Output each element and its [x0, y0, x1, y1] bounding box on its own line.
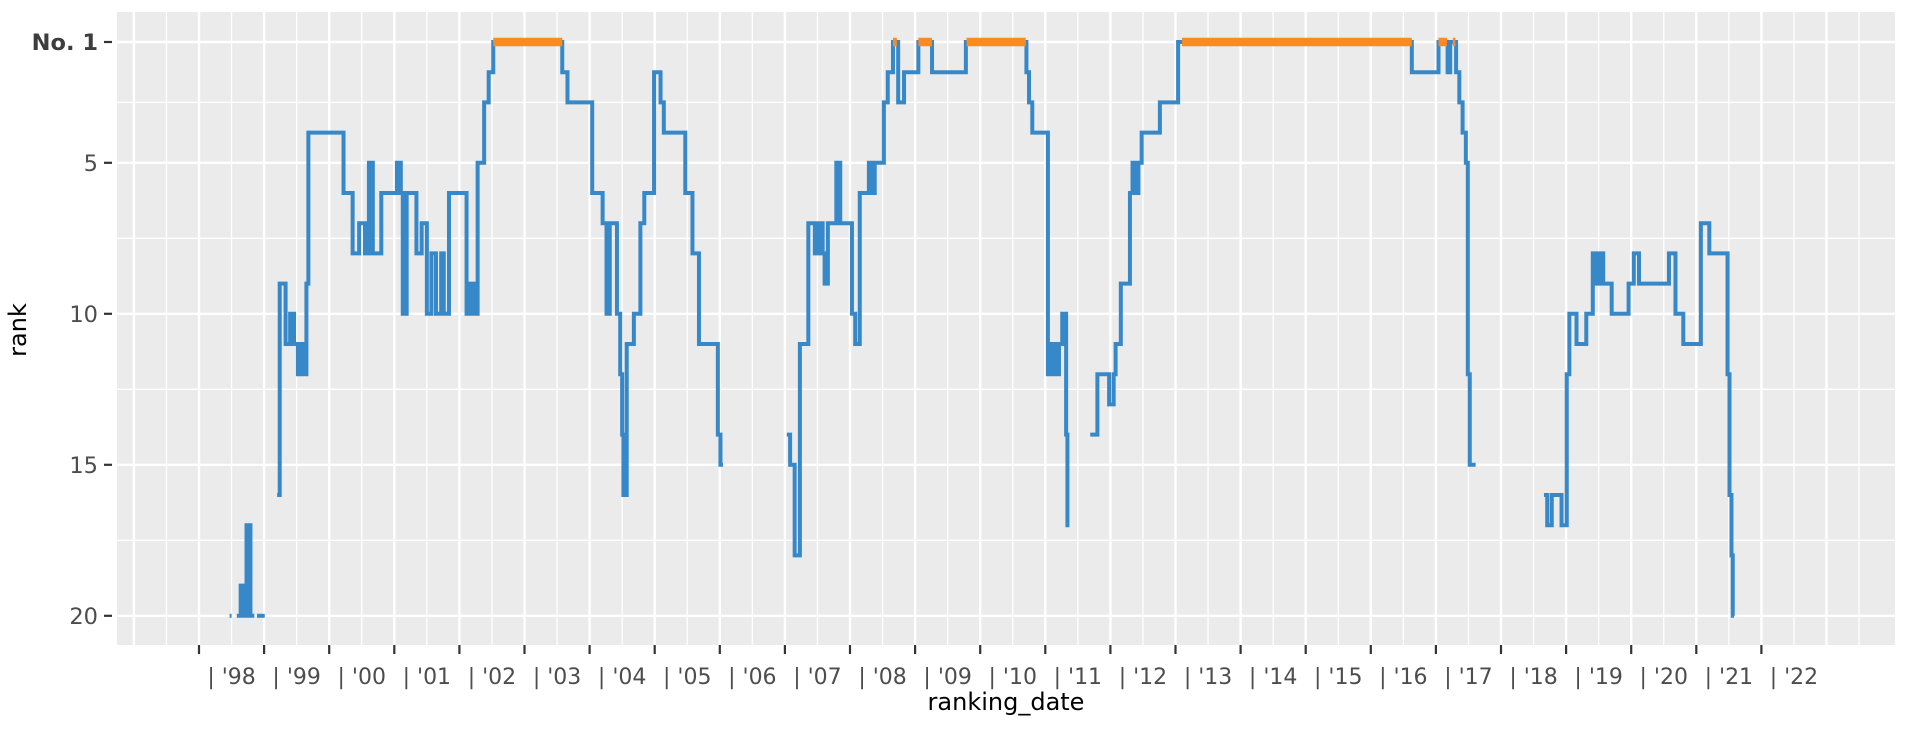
- x-tick-label: | '13: [1184, 665, 1232, 690]
- x-tick-label: | '11: [1054, 665, 1102, 690]
- x-tick-label: | '14: [1249, 665, 1297, 690]
- x-tick-label: | '04: [598, 665, 646, 690]
- y-tick-label: 20: [69, 604, 98, 630]
- x-tick-label: | '99: [272, 665, 320, 690]
- rank-step-line: [277, 40, 724, 497]
- x-tick-label: | '17: [1444, 665, 1492, 690]
- x-tick-label: | '16: [1379, 665, 1427, 690]
- y-tick-label: 10: [69, 302, 98, 328]
- x-tick-label: | '08: [858, 665, 906, 690]
- x-tick-label: | '12: [1119, 665, 1167, 690]
- x-tick-label: | '10: [989, 665, 1037, 690]
- x-tick-label: | '05: [663, 665, 711, 690]
- x-tick-label: | '22: [1770, 665, 1818, 690]
- y-axis-title: rank: [4, 303, 32, 357]
- rank-step-line: [236, 523, 255, 618]
- plot-panel: [117, 12, 1895, 645]
- y-tick-label: No. 1: [32, 30, 98, 56]
- x-tick-label: | '09: [923, 665, 971, 690]
- x-tick-label: | '20: [1640, 665, 1688, 690]
- x-tick-label: | '19: [1574, 665, 1622, 690]
- x-tick-label: | '98: [207, 665, 255, 690]
- x-tick-label: | '03: [533, 665, 581, 690]
- x-tick-label: | '07: [793, 665, 841, 690]
- x-tick-label: | '15: [1314, 665, 1362, 690]
- y-tick-label: 15: [69, 453, 98, 479]
- x-tick-label: | '01: [403, 665, 451, 690]
- x-axis-title: ranking_date: [927, 688, 1085, 716]
- rank-step-line: [786, 40, 1070, 558]
- x-tick-label: | '02: [468, 665, 516, 690]
- x-tick-label: | '06: [728, 665, 776, 690]
- y-tick-label: 5: [84, 151, 98, 177]
- rank-step-line: [1543, 221, 1735, 618]
- x-tick-label: | '21: [1705, 665, 1753, 690]
- x-tick-label: | '18: [1509, 665, 1557, 690]
- x-tick-label: | '00: [338, 665, 386, 690]
- rank-step-line: [1090, 40, 1476, 467]
